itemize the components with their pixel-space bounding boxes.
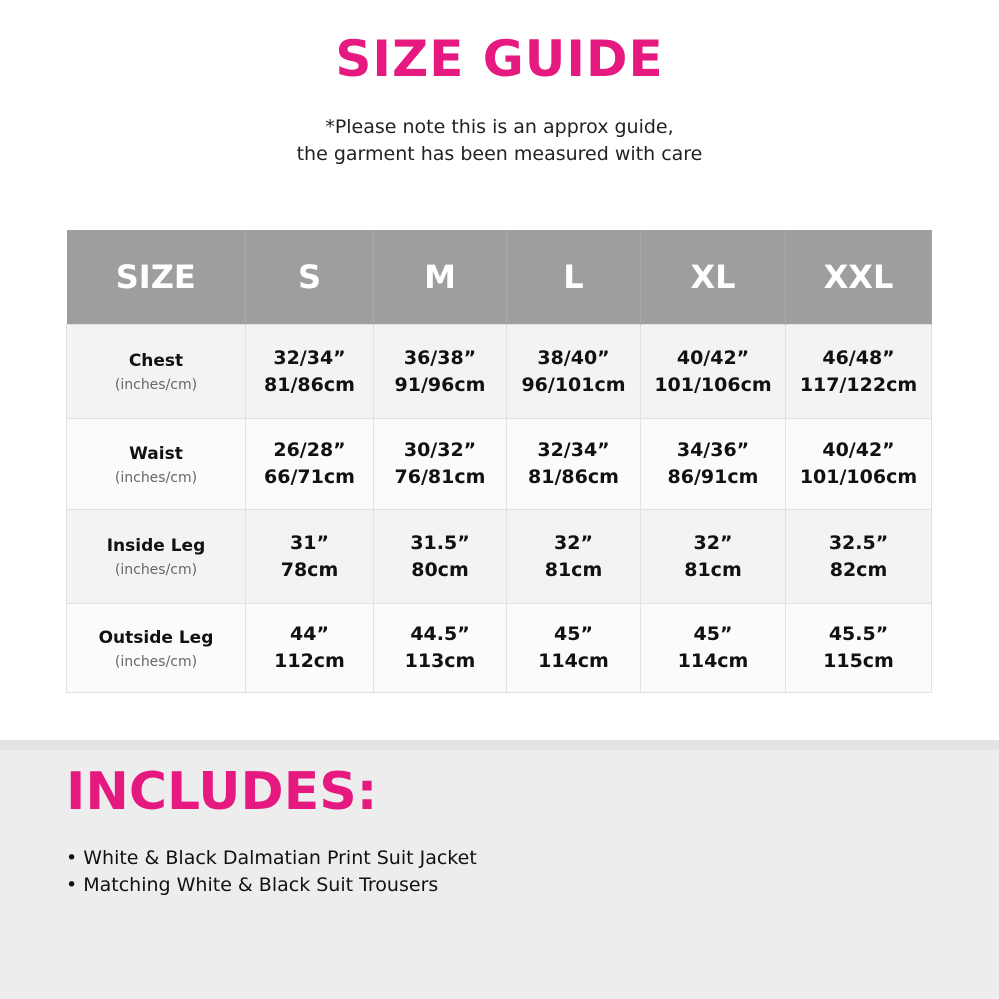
inches-value: 40/42” bbox=[676, 346, 750, 369]
size-cell: 40/42” 101/106cm bbox=[640, 324, 786, 419]
cm-value: 82cm bbox=[829, 558, 888, 581]
cm-value: 112cm bbox=[274, 650, 345, 672]
measure-unit: (inches/cm) bbox=[114, 377, 198, 393]
includes-section bbox=[0, 740, 999, 999]
measure-name: Inside Leg bbox=[106, 536, 206, 556]
column-header: XL bbox=[640, 230, 786, 325]
includes-title: INCLUDES: bbox=[66, 762, 378, 822]
measure-unit: (inches/cm) bbox=[114, 562, 198, 578]
measure-unit: (inches/cm) bbox=[114, 469, 198, 486]
inches-value: 31” bbox=[290, 531, 329, 554]
measure-name: Outside Leg bbox=[98, 627, 214, 648]
column-header: XXL bbox=[785, 230, 932, 325]
size-cell: 38/40” 96/101cm bbox=[506, 324, 641, 419]
inches-value: 30/32” bbox=[403, 439, 477, 461]
size-cell: 26/28” 66/71cm bbox=[245, 418, 374, 510]
measure-name: Waist bbox=[129, 443, 183, 464]
column-header: L bbox=[506, 230, 641, 325]
size-cell: 34/36” 86/91cm bbox=[640, 418, 786, 510]
inches-value: 38/40” bbox=[537, 346, 610, 369]
size-cell: 31” 78cm bbox=[245, 509, 374, 604]
inches-value: 45” bbox=[554, 623, 593, 645]
size-cell: 36/38” 91/96cm bbox=[373, 324, 507, 419]
column-header: S bbox=[245, 230, 374, 325]
inches-value: 44.5” bbox=[410, 623, 470, 645]
inches-value: 26/28” bbox=[273, 439, 346, 461]
inches-value: 32” bbox=[554, 531, 593, 554]
cm-value: 81/86cm bbox=[264, 373, 355, 396]
cm-value: 113cm bbox=[404, 650, 476, 672]
cm-value: 117/122cm bbox=[799, 373, 918, 396]
inches-value: 34/36” bbox=[676, 439, 750, 461]
size-cell: 30/32” 76/81cm bbox=[373, 418, 507, 510]
inches-value: 40/42” bbox=[822, 439, 895, 461]
inches-value: 45” bbox=[693, 623, 733, 645]
item-text: White & Black Dalmatian Print Suit Jacke… bbox=[83, 847, 477, 869]
size-cell: 32” 81cm bbox=[506, 509, 641, 604]
cm-value: 76/81cm bbox=[394, 466, 486, 488]
row-label: Waist (inches/cm) bbox=[66, 418, 246, 510]
size-cell: 32.5” 82cm bbox=[785, 509, 932, 604]
table-row: Inside Leg (inches/cm) 31” 78cm 31.5” 80cm 32”… bbox=[66, 509, 932, 604]
size-cell: 32” 81cm bbox=[640, 509, 786, 604]
inches-value: 36/38” bbox=[403, 346, 477, 369]
row-label: Inside Leg (inches/cm) bbox=[66, 509, 246, 604]
table-row: Waist (inches/cm) 26/28” 66/71cm 30/32” 76/81… bbox=[66, 418, 932, 510]
list-item: • Matching White & Black Suit Trousers bbox=[66, 874, 439, 896]
size-cell: 32/34” 81/86cm bbox=[245, 324, 374, 419]
note-line: *Please note this is an approx guide, bbox=[325, 116, 674, 138]
cm-value: 81cm bbox=[684, 558, 742, 581]
size-table: SIZE S M L XL XXL Chest (inches/cm) 32/34” 81/86… bbox=[66, 230, 932, 693]
inches-value: 32” bbox=[693, 531, 733, 554]
cm-value: 101/106cm bbox=[799, 466, 918, 488]
table-row: Chest (inches/cm) 32/34” 81/86cm 36/38” 91/96… bbox=[66, 324, 932, 419]
inches-value: 32.5” bbox=[828, 531, 889, 554]
inches-value: 46/48” bbox=[822, 346, 895, 369]
table-row: Outside Leg (inches/cm) 44” 112cm 44.5” 113cm… bbox=[66, 603, 932, 693]
cm-value: 81cm bbox=[544, 558, 603, 581]
inches-value: 32/34” bbox=[273, 346, 346, 369]
header-row: SIZE S M L XL XXL bbox=[66, 230, 932, 325]
disclaimer-note: *Please note this is an approx guide, th… bbox=[0, 114, 999, 168]
column-header: SIZE bbox=[66, 230, 246, 325]
size-cell: 44.5” 113cm bbox=[373, 603, 507, 693]
row-label: Chest (inches/cm) bbox=[66, 324, 246, 419]
cm-value: 78cm bbox=[280, 558, 339, 581]
includes-list: • White & Black Dalmatian Print Suit Jac… bbox=[66, 845, 477, 899]
cm-value: 80cm bbox=[411, 558, 469, 581]
size-cell: 45.5” 115cm bbox=[785, 603, 932, 693]
size-cell: 32/34” 81/86cm bbox=[506, 418, 641, 510]
inches-value: 31.5” bbox=[410, 531, 470, 554]
size-cell: 45” 114cm bbox=[506, 603, 641, 693]
measure-name: Chest bbox=[128, 351, 184, 371]
size-cell: 40/42” 101/106cm bbox=[785, 418, 932, 510]
cm-value: 91/96cm bbox=[394, 373, 486, 396]
measure-unit: (inches/cm) bbox=[114, 653, 198, 670]
cm-value: 86/91cm bbox=[667, 466, 759, 488]
size-cell: 44” 112cm bbox=[245, 603, 374, 693]
cm-value: 114cm bbox=[677, 650, 749, 672]
inches-value: 32/34” bbox=[537, 439, 610, 461]
note-line: the garment has been measured with care bbox=[296, 143, 703, 165]
cm-value: 114cm bbox=[538, 650, 609, 672]
size-cell: 31.5” 80cm bbox=[373, 509, 507, 604]
size-cell: 45” 114cm bbox=[640, 603, 786, 693]
inches-value: 45.5” bbox=[828, 623, 889, 645]
item-text: Matching White & Black Suit Trousers bbox=[83, 874, 439, 896]
cm-value: 81/86cm bbox=[528, 466, 619, 488]
cm-value: 101/106cm bbox=[654, 373, 772, 396]
cm-value: 96/101cm bbox=[521, 373, 626, 396]
list-item: • White & Black Dalmatian Print Suit Jac… bbox=[66, 847, 477, 869]
cm-value: 66/71cm bbox=[264, 466, 355, 488]
inches-value: 44” bbox=[290, 623, 329, 645]
column-header: M bbox=[373, 230, 507, 325]
size-cell: 46/48” 117/122cm bbox=[785, 324, 932, 419]
cm-value: 115cm bbox=[823, 650, 894, 672]
page-title: SIZE GUIDE bbox=[335, 30, 664, 88]
row-label: Outside Leg (inches/cm) bbox=[66, 603, 246, 693]
